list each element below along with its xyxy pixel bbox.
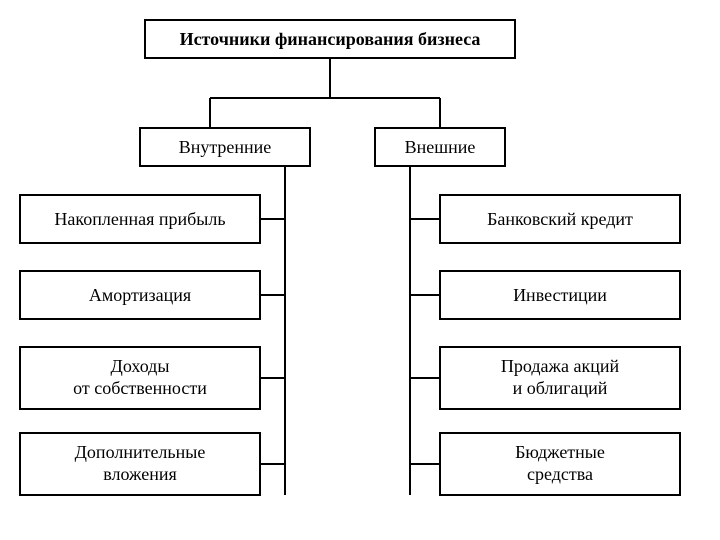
branch-internal: Внутренние [140,128,310,166]
right-leaf-1-line-0: Инвестиции [513,285,607,305]
right-leaf-1: Инвестиции [410,271,680,319]
left-leaf-1-line-0: Амортизация [89,285,191,305]
left-leaf-1: Амортизация [20,271,285,319]
left-leaf-0: Накопленная прибыль [20,195,285,243]
root-to-branches-connector [210,58,440,128]
right-leaf-2-line-1: и облигаций [513,378,608,398]
right-leaf-2: Продажа акций и облигаций [410,347,680,409]
branch-internal-label: Внутренние [179,137,272,157]
left-leaf-2-line-1: от собственности [73,378,207,398]
left-leaf-0-line-0: Накопленная прибыль [54,209,225,229]
funding-sources-tree: Источники финансирования бизнеса Внутрен… [0,0,720,540]
left-leaf-3-line-0: Дополнительные [75,442,206,462]
right-leaf-3-line-0: Бюджетные [515,442,605,462]
left-leaf-3: Дополнительные вложения [20,433,285,495]
branch-external-label: Внешние [405,137,476,157]
right-leaf-3: Бюджетные средства [410,433,680,495]
right-leaf-2-line-0: Продажа акций [501,356,620,376]
left-leaf-2-line-0: Доходы [111,356,170,376]
right-leaf-0: Банковский кредит [410,195,680,243]
root-label: Источники финансирования бизнеса [180,29,481,49]
left-leaf-2: Доходы от собственности [20,347,285,409]
branch-external: Внешние [375,128,505,166]
root-node: Источники финансирования бизнеса [145,20,515,58]
left-leaf-3-line-1: вложения [103,464,177,484]
right-leaf-0-line-0: Банковский кредит [487,209,633,229]
right-leaf-3-line-1: средства [527,464,593,484]
